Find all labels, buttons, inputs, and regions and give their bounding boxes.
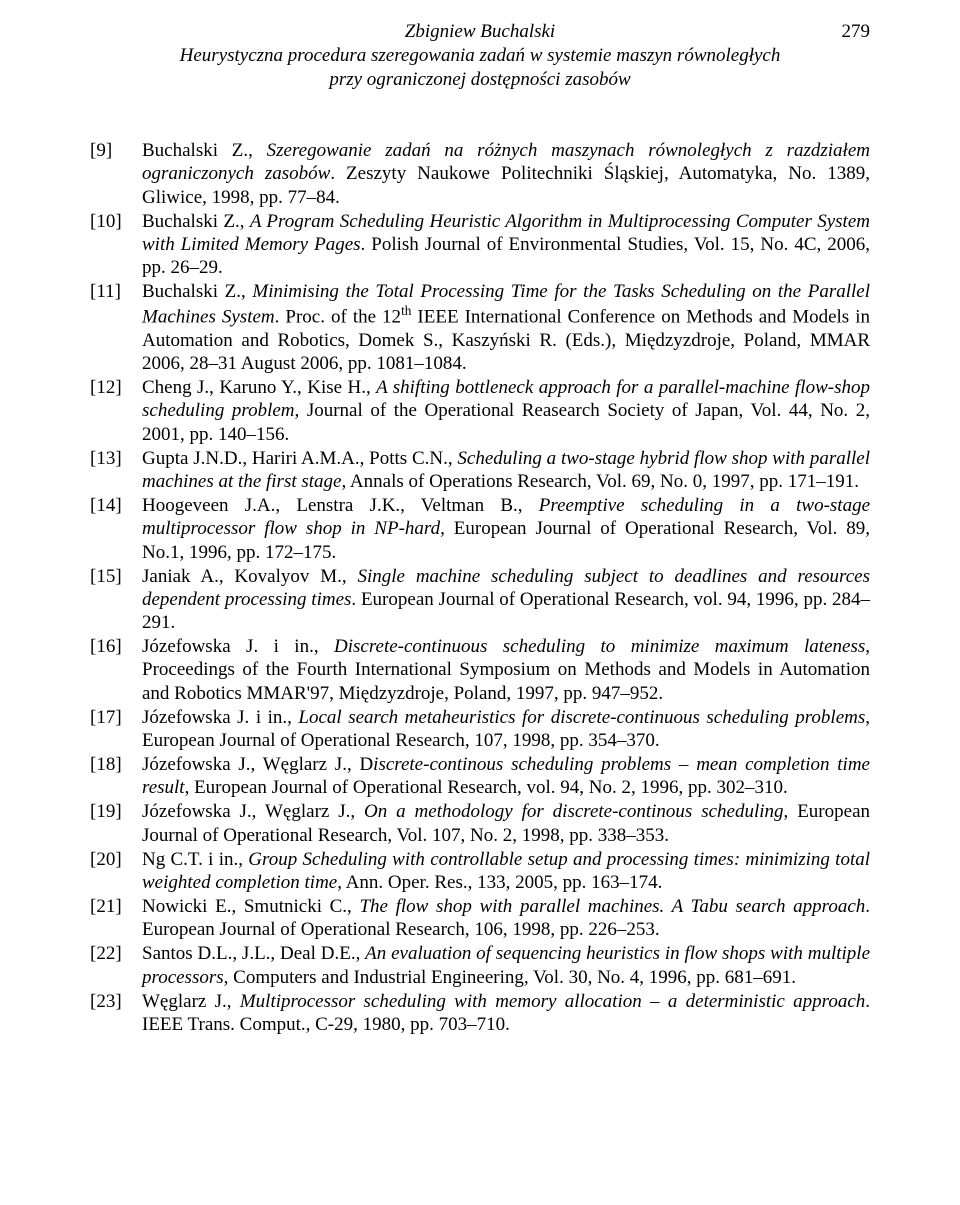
reference-authors: Węglarz J., bbox=[142, 991, 240, 1012]
reference-rest: , European Journal of Operational Resear… bbox=[185, 777, 788, 798]
reference-key: [15] bbox=[90, 565, 142, 635]
page-header: 279 Zbigniew Buchalski Heurystyczna proc… bbox=[90, 20, 870, 91]
reference-key: [22] bbox=[90, 942, 142, 988]
reference-key: [17] bbox=[90, 706, 142, 752]
reference-authors: Buchalski Z., bbox=[142, 140, 267, 161]
reference-body: Janiak A., Kovalyov M., Single machine s… bbox=[142, 565, 870, 635]
reference-item: [16]Józefowska J. i in., Discrete-contin… bbox=[90, 635, 870, 705]
reference-authors: Józefowska J. i in., bbox=[142, 707, 298, 728]
reference-body: Józefowska J., Węglarz J., On a methodol… bbox=[142, 800, 870, 846]
reference-rest: . Proc. of the 12 bbox=[275, 307, 401, 328]
header-author: Zbigniew Buchalski bbox=[90, 20, 870, 44]
reference-authors: Buchalski Z., bbox=[142, 211, 250, 232]
reference-body: Buchalski Z., Minimising the Total Proce… bbox=[142, 280, 870, 375]
reference-item: [22]Santos D.L., J.L., Deal D.E., An eva… bbox=[90, 942, 870, 988]
reference-authors: Janiak A., Kovalyov M., bbox=[142, 566, 357, 587]
reference-body: Józefowska J. i in., Discrete-continuous… bbox=[142, 635, 870, 705]
reference-body: Buchalski Z., A Program Scheduling Heuri… bbox=[142, 210, 870, 280]
reference-authors: Ng C.T. i in., bbox=[142, 849, 248, 870]
reference-authors: Buchalski Z., bbox=[142, 281, 252, 302]
reference-item: [14]Hoogeveen J.A., Lenstra J.K., Veltma… bbox=[90, 494, 870, 564]
header-title-line-2: przy ograniczonej dostępności zasobów bbox=[90, 68, 870, 92]
reference-key: [20] bbox=[90, 848, 142, 894]
reference-key: [11] bbox=[90, 280, 142, 375]
reference-item: [17]Józefowska J. i in., Local search me… bbox=[90, 706, 870, 752]
reference-item: [20]Ng C.T. i in., Group Scheduling with… bbox=[90, 848, 870, 894]
reference-superscript: th bbox=[401, 303, 411, 318]
reference-title: Discrete-continuous scheduling to minimi… bbox=[334, 636, 865, 657]
header-title-line-1: Heurystyczna procedura szeregowania zada… bbox=[90, 44, 870, 68]
reference-item: [13]Gupta J.N.D., Hariri A.M.A., Potts C… bbox=[90, 447, 870, 493]
reference-authors: Józefowska J., Węglarz J., bbox=[142, 801, 364, 822]
reference-rest: , Ann. Oper. Res., 133, 2005, pp. 163–17… bbox=[337, 872, 662, 893]
reference-key: [10] bbox=[90, 210, 142, 280]
reference-authors: Hoogeveen J.A., Lenstra J.K., Veltman B.… bbox=[142, 495, 539, 516]
reference-body: Buchalski Z., Szeregowanie zadań na różn… bbox=[142, 139, 870, 209]
reference-key: [18] bbox=[90, 753, 142, 799]
reference-body: Gupta J.N.D., Hariri A.M.A., Potts C.N.,… bbox=[142, 447, 870, 493]
reference-key: [21] bbox=[90, 895, 142, 941]
reference-item: [15]Janiak A., Kovalyov M., Single machi… bbox=[90, 565, 870, 635]
references-list: [9]Buchalski Z., Szeregowanie zadań na r… bbox=[90, 139, 870, 1036]
reference-item: [19]Józefowska J., Węglarz J., On a meth… bbox=[90, 800, 870, 846]
reference-key: [9] bbox=[90, 139, 142, 209]
reference-item: [10]Buchalski Z., A Program Scheduling H… bbox=[90, 210, 870, 280]
reference-body: Cheng J., Karuno Y., Kise H., A shifting… bbox=[142, 376, 870, 446]
reference-key: [14] bbox=[90, 494, 142, 564]
reference-item: [12]Cheng J., Karuno Y., Kise H., A shif… bbox=[90, 376, 870, 446]
reference-key: [13] bbox=[90, 447, 142, 493]
reference-authors: Cheng J., Karuno Y., Kise H., bbox=[142, 377, 376, 398]
reference-key: [16] bbox=[90, 635, 142, 705]
reference-title: On a methodology for discrete-continous … bbox=[364, 801, 784, 822]
reference-title: Local search metaheuristics for discrete… bbox=[298, 707, 865, 728]
reference-key: [23] bbox=[90, 990, 142, 1036]
reference-title: Multiprocessor scheduling with memory al… bbox=[240, 991, 865, 1012]
reference-body: Hoogeveen J.A., Lenstra J.K., Veltman B.… bbox=[142, 494, 870, 564]
reference-rest: , Computers and Industrial Engineering, … bbox=[224, 967, 796, 988]
reference-rest: , Annals of Operations Research, Vol. 69… bbox=[341, 471, 859, 492]
reference-body: Santos D.L., J.L., Deal D.E., An evaluat… bbox=[142, 942, 870, 988]
reference-body: Józefowska J., Węglarz J., Discrete-cont… bbox=[142, 753, 870, 799]
reference-title: The flow shop with parallel machines. A … bbox=[359, 896, 865, 917]
reference-authors: Nowicki E., Smutnicki C., bbox=[142, 896, 359, 917]
reference-authors: Józefowska J., Węglarz J., D bbox=[142, 754, 373, 775]
reference-item: [18]Józefowska J., Węglarz J., Discrete-… bbox=[90, 753, 870, 799]
reference-authors: Gupta J.N.D., Hariri A.M.A., Potts C.N., bbox=[142, 448, 457, 469]
reference-authors: Santos D.L., J.L., Deal D.E., bbox=[142, 943, 365, 964]
page: 279 Zbigniew Buchalski Heurystyczna proc… bbox=[0, 0, 960, 1077]
reference-body: Józefowska J. i in., Local search metahe… bbox=[142, 706, 870, 752]
reference-authors: Józefowska J. i in., bbox=[142, 636, 334, 657]
page-number: 279 bbox=[842, 20, 871, 44]
reference-body: Nowicki E., Smutnicki C., The flow shop … bbox=[142, 895, 870, 941]
reference-body: Węglarz J., Multiprocessor scheduling wi… bbox=[142, 990, 870, 1036]
reference-body: Ng C.T. i in., Group Scheduling with con… bbox=[142, 848, 870, 894]
reference-item: [9]Buchalski Z., Szeregowanie zadań na r… bbox=[90, 139, 870, 209]
reference-key: [19] bbox=[90, 800, 142, 846]
reference-item: [11]Buchalski Z., Minimising the Total P… bbox=[90, 280, 870, 375]
reference-key: [12] bbox=[90, 376, 142, 446]
reference-item: [23]Węglarz J., Multiprocessor schedulin… bbox=[90, 990, 870, 1036]
reference-item: [21]Nowicki E., Smutnicki C., The flow s… bbox=[90, 895, 870, 941]
